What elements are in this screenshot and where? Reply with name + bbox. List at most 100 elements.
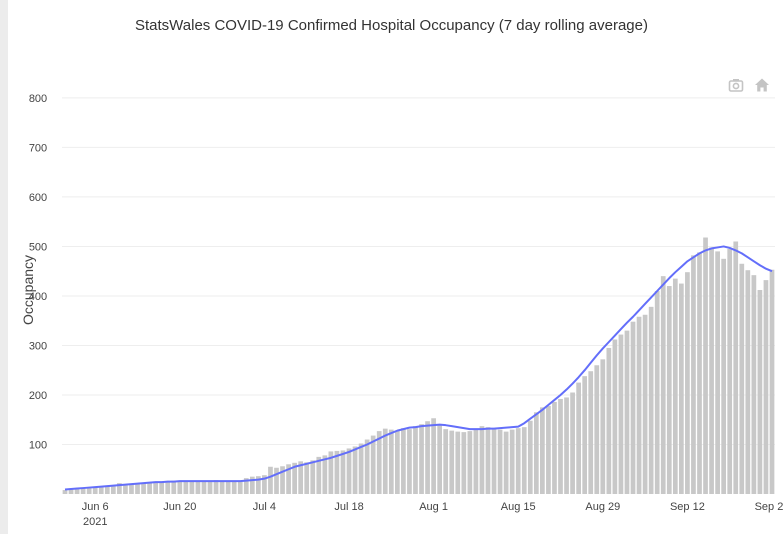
occupancy-bar xyxy=(630,321,636,494)
occupancy-bar xyxy=(419,424,424,494)
x-tick-label: Sep 12 xyxy=(670,501,705,513)
occupancy-bar xyxy=(691,255,696,494)
occupancy-bar xyxy=(467,431,473,494)
occupancy-bar xyxy=(231,481,237,494)
occupancy-bar xyxy=(533,412,539,494)
x-tick-label: Jun 6 xyxy=(82,501,109,513)
occupancy-bar xyxy=(612,339,618,494)
occupancy-bar xyxy=(262,475,267,494)
occupancy-bar xyxy=(394,430,400,494)
occupancy-bar xyxy=(334,450,340,494)
occupancy-bar xyxy=(733,241,739,494)
occupancy-bar xyxy=(485,427,491,494)
occupancy-bar xyxy=(80,488,86,494)
x-tick-label: Aug 29 xyxy=(585,501,620,513)
occupancy-bar xyxy=(129,484,134,494)
occupancy-bar xyxy=(62,490,68,494)
occupancy-bar xyxy=(576,382,581,494)
occupancy-bar xyxy=(461,432,467,494)
x-tick-label: Sep 26 xyxy=(755,501,783,513)
occupancy-bar xyxy=(104,486,110,494)
occupancy-bar xyxy=(666,286,672,494)
y-tick-label: 400 xyxy=(29,291,47,303)
occupancy-bar xyxy=(709,247,714,494)
occupancy-bar xyxy=(165,481,171,494)
occupancy-bar xyxy=(322,455,328,494)
occupancy-bar xyxy=(183,480,189,494)
home-icon[interactable] xyxy=(754,77,770,93)
occupancy-bar xyxy=(588,371,594,494)
occupancy-bar xyxy=(672,278,678,494)
x-axis-ticks: Jun 6 2021 Jun 20 Jul 4 Jul 18 Aug 1 Aug 15 Aug… xyxy=(82,501,783,528)
occupancy-bar xyxy=(225,481,231,494)
occupancy-bar xyxy=(745,270,751,494)
occupancy-bar xyxy=(110,485,116,494)
occupancy-bar xyxy=(685,272,690,494)
y-axis-label: Occupancy xyxy=(20,255,36,325)
occupancy-bar xyxy=(249,476,255,494)
occupancy-bar xyxy=(636,316,642,494)
occupancy-bar xyxy=(721,258,727,494)
occupancy-bar xyxy=(92,487,98,494)
occupancy-bar xyxy=(654,291,660,494)
plot-modebar xyxy=(728,77,770,93)
y-tick-label: 100 xyxy=(29,439,47,451)
occupancy-bar xyxy=(594,365,600,494)
occupancy-bar xyxy=(328,451,334,494)
occupancy-bar xyxy=(237,480,243,494)
occupancy-bar xyxy=(316,456,322,494)
y-tick-label: 200 xyxy=(29,390,47,402)
occupancy-bar xyxy=(68,489,74,494)
occupancy-bar xyxy=(135,484,140,494)
y-tick-label: 700 xyxy=(29,142,47,154)
occupancy-bar xyxy=(98,487,104,494)
occupancy-bar xyxy=(171,480,177,494)
occupancy-bar xyxy=(401,428,406,494)
occupancy-bar xyxy=(358,443,364,494)
occupancy-bar xyxy=(370,435,376,494)
occupancy-bar xyxy=(346,448,352,494)
y-tick-label: 800 xyxy=(29,93,47,105)
occupancy-bar xyxy=(207,480,213,494)
occupancy-bar xyxy=(479,426,485,494)
occupancy-bar xyxy=(123,484,128,494)
x-tick-label: Aug 1 xyxy=(419,501,448,513)
rolling-average-line xyxy=(64,245,773,491)
occupancy-bar xyxy=(425,421,430,494)
x-tick-label: Jul 18 xyxy=(334,501,363,513)
occupancy-bar xyxy=(292,462,297,494)
occupancy-bar xyxy=(407,429,412,494)
occupancy-bar xyxy=(570,392,575,494)
y-axis-ticks: 100 200 300 400 500 600 700 800 xyxy=(29,93,47,452)
occupancy-bar xyxy=(376,431,382,494)
occupancy-bar xyxy=(491,428,497,494)
occupancy-bar xyxy=(256,476,261,494)
occupancy-bar xyxy=(268,466,273,494)
occupancy-bar xyxy=(352,446,358,494)
occupancy-bar xyxy=(159,481,165,494)
occupancy-bar xyxy=(546,405,551,494)
occupancy-bar xyxy=(703,237,708,494)
occupancy-bar xyxy=(473,429,479,494)
occupancy-bar xyxy=(769,269,775,494)
occupancy-bar xyxy=(304,462,310,494)
occupancy-bar xyxy=(449,430,455,494)
occupancy-bar xyxy=(503,431,509,494)
occupancy-bar xyxy=(310,460,316,494)
occupancy-bar xyxy=(751,275,757,494)
occupancy-bar xyxy=(558,398,563,494)
occupancy-bar xyxy=(298,461,304,494)
occupancy-bar xyxy=(86,488,92,494)
occupancy-bar xyxy=(763,280,769,494)
occupancy-bar xyxy=(274,467,279,494)
occupancy-bar xyxy=(739,263,745,494)
occupancy-bar xyxy=(727,248,733,494)
occupancy-bar xyxy=(431,418,436,494)
occupancy-bar xyxy=(455,431,461,494)
camera-icon[interactable] xyxy=(728,77,744,93)
occupancy-bar xyxy=(715,251,720,494)
occupancy-bar xyxy=(582,376,588,494)
occupancy-bar xyxy=(388,429,394,494)
occupancy-bar xyxy=(527,420,533,494)
